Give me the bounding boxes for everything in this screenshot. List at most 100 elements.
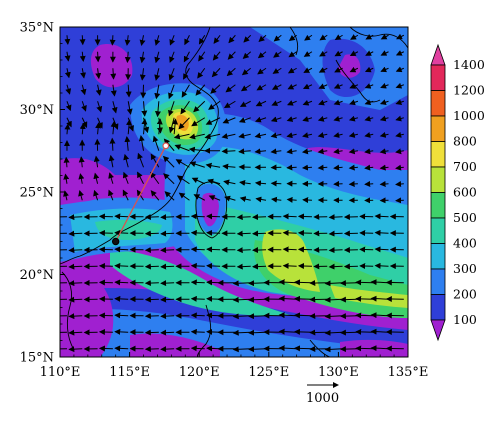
x-axis: 110°E 115°E 120°E 125°E 130°E 135°E xyxy=(40,352,429,380)
flux-vector xyxy=(278,279,297,286)
flux-vector xyxy=(271,100,282,106)
flux-vector xyxy=(348,132,358,138)
flux-vector xyxy=(333,83,343,89)
flux-vector xyxy=(333,164,343,171)
x-tick-label: 130°E xyxy=(318,365,359,380)
flux-vector xyxy=(317,115,328,122)
flux-vector xyxy=(286,132,297,139)
flux-vector xyxy=(184,35,190,46)
flux-vector xyxy=(63,190,69,201)
flux-vector xyxy=(273,34,282,42)
flux-vector xyxy=(395,99,404,105)
flux-vector xyxy=(190,345,205,352)
flux-vector xyxy=(139,51,146,64)
flux-vector xyxy=(270,148,282,155)
flux-vector xyxy=(211,67,221,78)
flux-vector xyxy=(65,101,72,112)
flux-vector xyxy=(255,196,267,203)
flux-vector xyxy=(333,132,343,138)
flux-vector xyxy=(286,148,297,155)
flux-vector xyxy=(78,173,85,184)
flux-vector xyxy=(223,100,236,109)
flux-vector xyxy=(364,115,374,122)
flux-vector xyxy=(111,101,118,114)
flux-vector xyxy=(207,178,221,185)
colorbar-label: 1400 xyxy=(453,57,485,72)
colorbar-segment xyxy=(430,294,446,321)
flux-vector xyxy=(180,100,190,115)
flux-vector xyxy=(109,137,116,151)
flux-vector xyxy=(328,263,343,270)
colorbar-segment xyxy=(430,115,446,142)
flux-vector xyxy=(222,163,236,170)
flux-vector xyxy=(270,132,282,139)
flux-vector xyxy=(68,230,83,237)
flux-vector xyxy=(154,84,161,100)
flux-vector xyxy=(114,312,129,319)
flux-vector xyxy=(379,99,389,106)
y-tick-label: 20°N xyxy=(20,268,54,283)
flux-vector xyxy=(255,116,267,123)
flux-vector xyxy=(239,196,251,203)
flux-vector xyxy=(160,280,175,287)
colorbar-label: 300 xyxy=(453,261,477,276)
flux-vector xyxy=(114,262,129,269)
flux-vector xyxy=(324,296,343,303)
colorbar-segment xyxy=(430,217,446,244)
flux-vector xyxy=(232,313,251,320)
flux-vector xyxy=(232,296,251,303)
colorbar-label: 1000 xyxy=(453,108,485,123)
flux-vector xyxy=(178,117,190,130)
colorbar-bottom-extension xyxy=(430,319,446,342)
flux-vector xyxy=(293,345,312,352)
flux-vector xyxy=(236,214,251,221)
flux-vector xyxy=(93,189,99,201)
flux-vector xyxy=(324,329,343,336)
flux-vector xyxy=(109,35,116,46)
flux-vector xyxy=(222,117,236,124)
y-tick-label: 15°N xyxy=(20,351,54,366)
flux-vector xyxy=(93,172,100,184)
flux-vector xyxy=(154,51,161,64)
flux-vector xyxy=(348,115,359,122)
flux-vector xyxy=(81,117,88,128)
flux-vector xyxy=(370,279,389,286)
flux-vector xyxy=(114,213,129,220)
flux-vector xyxy=(65,84,72,95)
flux-vector xyxy=(364,66,374,73)
flux-vector xyxy=(395,181,404,187)
track-line xyxy=(115,145,167,242)
flux-vector xyxy=(395,66,405,73)
flux-vector xyxy=(349,50,359,56)
colorbar-segment xyxy=(430,268,446,295)
flux-vector xyxy=(160,230,175,237)
flux-vector xyxy=(395,50,405,56)
flux-vector xyxy=(114,279,129,286)
flux-vector xyxy=(206,246,221,253)
flux-vector xyxy=(125,84,132,98)
flux-vector xyxy=(224,195,236,202)
flux-vector xyxy=(221,133,236,139)
flux-vector xyxy=(64,68,71,79)
flux-vector xyxy=(152,135,160,151)
flux-vector xyxy=(127,117,135,132)
flux-vector xyxy=(379,164,389,171)
flux-vector xyxy=(206,295,221,302)
flux-vector xyxy=(206,229,221,236)
flux-vector xyxy=(97,117,103,129)
flux-vector xyxy=(150,153,160,168)
colorbar-label: 1200 xyxy=(453,83,485,98)
flux-vector xyxy=(223,179,236,186)
flux-vector xyxy=(63,156,70,168)
x-tick-label: 135°E xyxy=(388,365,429,380)
flux-vector xyxy=(374,213,389,220)
colorbar-label: 100 xyxy=(453,312,477,327)
flux-vector xyxy=(248,346,267,353)
flux-vector xyxy=(95,84,102,96)
flux-vector xyxy=(282,213,297,220)
flux-vector xyxy=(334,67,343,73)
flux-vector xyxy=(349,83,359,89)
flux-vector xyxy=(270,196,282,203)
flux-vector xyxy=(108,189,114,201)
flux-vector xyxy=(63,173,70,184)
